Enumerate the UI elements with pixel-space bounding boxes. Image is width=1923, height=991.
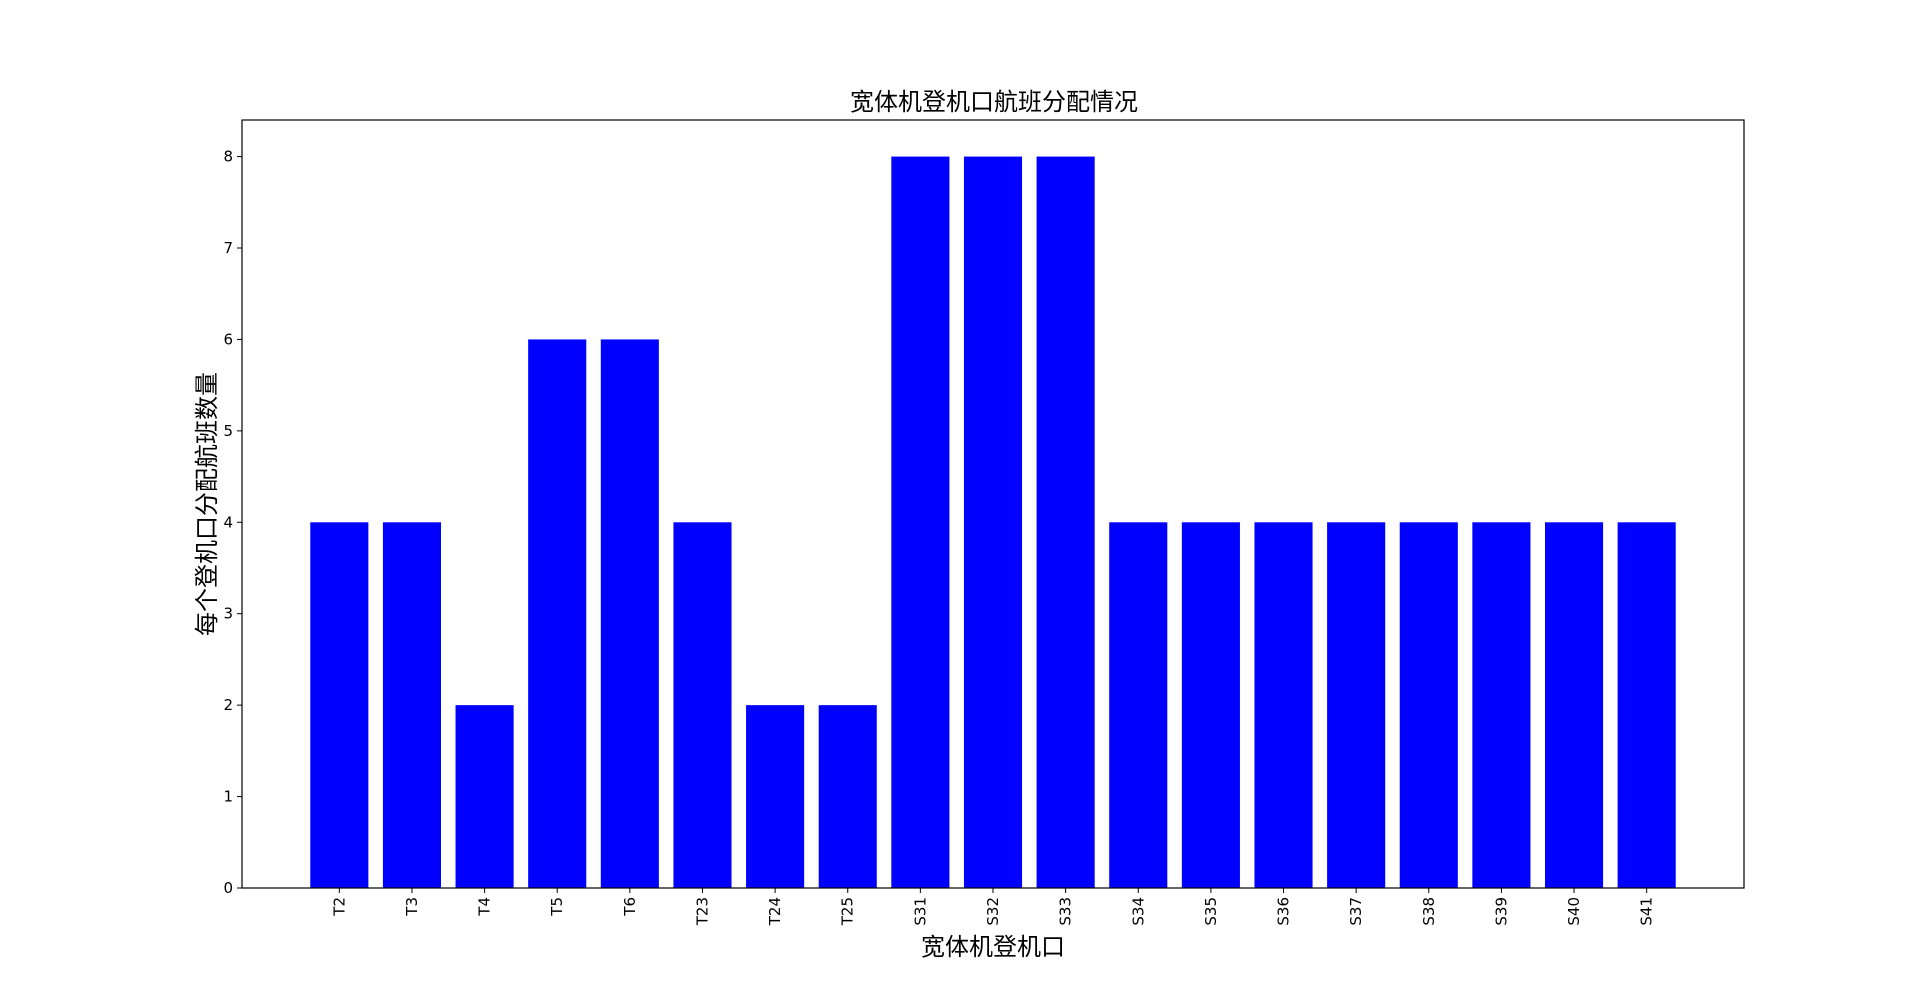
x-tick-label: T4 <box>476 897 494 917</box>
x-axis-label: 宽体机登机口 <box>921 933 1065 961</box>
bar-T6 <box>600 339 659 888</box>
bar-T25 <box>818 705 877 888</box>
y-tick-label: 6 <box>223 330 233 348</box>
x-tick-label: T2 <box>330 897 348 917</box>
bar-T4 <box>455 705 514 888</box>
x-axis-ticks: T2 T3 T4 T5 T6 T23 T24 T25 S31 S32 S33 S34 S35 S36 S37… <box>330 888 1656 926</box>
bar-T24 <box>746 705 805 888</box>
y-tick-label: 5 <box>223 422 233 440</box>
bar-S32 <box>963 156 1023 888</box>
bar-S35 <box>1181 522 1240 888</box>
x-tick-label: T24 <box>766 897 784 926</box>
bar-S33 <box>1036 156 1095 888</box>
y-tick-label: 2 <box>223 696 233 714</box>
x-tick-label: S31 <box>911 897 929 926</box>
bar-S34 <box>1109 522 1168 888</box>
bar-T23 <box>673 522 732 888</box>
y-tick-label: 8 <box>223 148 233 166</box>
y-tick-label: 1 <box>223 788 233 806</box>
bar-S40 <box>1544 522 1604 888</box>
x-tick-label: T25 <box>839 897 857 926</box>
plot-area <box>241 119 1745 889</box>
bar-T2 <box>310 522 369 888</box>
y-tick-label: 3 <box>223 605 233 623</box>
x-tick-label: S32 <box>984 897 1002 926</box>
y-tick-label: 7 <box>223 239 233 257</box>
bars-group <box>310 156 1676 888</box>
x-tick-label: S39 <box>1492 897 1510 926</box>
bar-T5 <box>528 339 587 888</box>
x-tick-label: S33 <box>1057 897 1075 926</box>
bar-S31 <box>891 156 950 888</box>
x-tick-label: S35 <box>1202 897 1220 926</box>
bar-S36 <box>1254 522 1313 888</box>
x-tick-label: S40 <box>1565 897 1583 926</box>
x-tick-label: S41 <box>1638 897 1656 926</box>
y-tick-label: 4 <box>223 513 233 531</box>
x-tick-label: S34 <box>1129 897 1147 926</box>
bar-S39 <box>1472 522 1531 888</box>
y-axis-ticks: 0 1 2 3 4 5 6 7 8 <box>223 148 242 897</box>
x-tick-label: S36 <box>1275 897 1293 926</box>
bar-S41 <box>1617 522 1676 888</box>
bar-S38 <box>1399 522 1458 888</box>
bar-T3 <box>382 522 441 888</box>
bar-S37 <box>1327 522 1386 888</box>
y-axis-label: 每个登机口分配航班数量 <box>193 372 221 636</box>
x-tick-label: T5 <box>548 897 566 917</box>
x-tick-label: S37 <box>1347 897 1365 926</box>
x-tick-label: S38 <box>1420 897 1438 926</box>
x-tick-label: T23 <box>693 897 711 926</box>
x-tick-label: T6 <box>621 897 639 917</box>
y-tick-label: 0 <box>223 879 233 897</box>
chart-title: 宽体机登机口航班分配情况 <box>850 88 1138 116</box>
x-tick-label: T3 <box>403 897 421 917</box>
